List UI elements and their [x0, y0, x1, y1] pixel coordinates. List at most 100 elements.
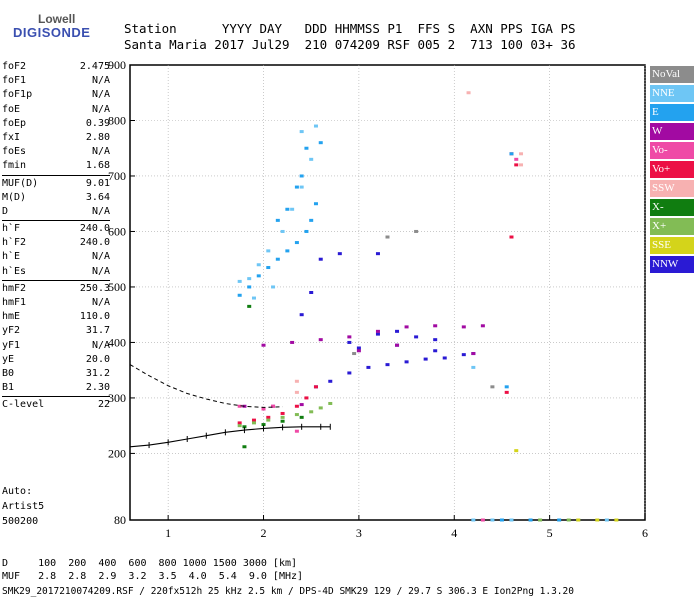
logo-digisonde: DIGISONDE — [13, 25, 91, 40]
data-point-nnw — [318, 257, 323, 261]
param-value: 0.39 — [85, 117, 110, 129]
data-point-e — [557, 518, 562, 522]
data-point-w — [318, 338, 323, 342]
data-point-nne — [471, 365, 476, 369]
data-point-e — [304, 229, 309, 233]
data-point-e — [509, 152, 514, 156]
data-point-nnw — [375, 332, 380, 336]
data-point-w — [290, 340, 295, 344]
param-value: N/A — [91, 265, 110, 277]
param-value: 3.64 — [85, 191, 110, 203]
legend-item: NNE — [650, 85, 694, 102]
data-point-nnw — [385, 363, 390, 367]
data-point-x- — [247, 304, 252, 308]
param-value: 22 — [97, 399, 110, 411]
param-value: 9.01 — [85, 177, 110, 189]
profile-curves — [129, 364, 331, 450]
data-point-e — [266, 266, 271, 270]
param-value: 240.0 — [79, 223, 110, 235]
data-point-nnw — [433, 338, 438, 342]
param-row: h`F2 240.0 — [2, 236, 110, 250]
data-point-x- — [242, 445, 247, 449]
param-name: B0 — [2, 367, 15, 379]
data-point-e — [285, 207, 290, 211]
data-point-w — [356, 349, 361, 353]
data-point-nne — [299, 130, 304, 134]
data-point-x+ — [280, 415, 285, 419]
data-marks — [237, 91, 619, 522]
data-point-sse — [576, 518, 581, 522]
param-row: h`Es N/A — [2, 265, 110, 279]
param-name: MUF(D) — [2, 177, 39, 189]
legend-item: E — [650, 104, 694, 121]
param-row: foE N/A — [2, 103, 110, 117]
param-row: fmin 1.68 — [2, 159, 110, 173]
y-tick-label: 700 — [108, 169, 126, 183]
plot-frame — [129, 64, 646, 521]
profile-curve — [129, 426, 331, 448]
param-value: N/A — [91, 89, 110, 101]
data-point-noval — [414, 229, 419, 233]
param-row: B1 2.30 — [2, 381, 110, 395]
data-point-ssw — [519, 163, 524, 167]
x-tick-label: 6 — [642, 526, 648, 540]
data-point-e — [247, 285, 252, 289]
param-name: h`F — [2, 223, 21, 235]
legend-item: Vo+ — [650, 161, 694, 178]
param-row: foF1 N/A — [2, 74, 110, 88]
data-point-nnw — [461, 353, 466, 357]
data-point-e — [256, 274, 261, 278]
param-name: B1 — [2, 382, 15, 394]
param-name: yE — [2, 353, 15, 365]
data-point-nne — [256, 263, 261, 267]
auto-version: 500200 — [2, 516, 39, 527]
data-point-vo- — [271, 404, 276, 408]
data-point-vo+ — [313, 385, 318, 389]
data-point-x+ — [328, 401, 333, 405]
data-point-vo+ — [514, 163, 519, 167]
data-point-nnw — [309, 291, 314, 294]
data-point-sse — [595, 518, 600, 522]
param-name: h`E — [2, 251, 21, 263]
y-tick-label: 300 — [108, 391, 126, 405]
param-row: B0 31.2 — [2, 367, 110, 381]
data-point-e — [285, 249, 290, 253]
param-value: 1.68 — [85, 160, 110, 172]
data-point-nnw — [375, 252, 380, 256]
legend-item: NNW — [650, 256, 694, 273]
data-point-vo- — [294, 429, 299, 433]
data-point-vo+ — [266, 415, 271, 419]
data-point-sse — [614, 518, 619, 522]
data-point-nnw — [347, 371, 352, 375]
x-tick-label: 1 — [165, 526, 171, 540]
axis-ticks: 1 2 3 4 5 6 80 200 300 400 500 600 700 800 900 — [108, 58, 648, 540]
data-point-nnw — [423, 357, 428, 361]
param-name: C-level — [2, 399, 45, 411]
legend-item: X- — [650, 199, 694, 216]
param-row: M(D) 3.64 — [2, 191, 110, 205]
data-point-vo+ — [294, 404, 299, 408]
param-value: 250.3 — [79, 282, 110, 294]
data-point-nnw — [356, 346, 361, 350]
data-point-nne — [266, 249, 271, 253]
data-point-e — [294, 241, 299, 245]
data-point-w — [433, 324, 438, 328]
param-value: N/A — [91, 103, 110, 115]
param-name: foF1p — [2, 89, 33, 101]
data-point-nnw — [299, 313, 304, 317]
data-point-nne — [280, 229, 285, 233]
data-point-w — [461, 325, 466, 329]
header-labels: Station YYYY DAY DDD HHMMSS P1 FFS S AXN… — [124, 21, 576, 36]
legend-item: Vo- — [650, 142, 694, 159]
param-value: N/A — [91, 205, 110, 217]
param-separator — [2, 396, 110, 398]
data-point-w — [299, 403, 304, 407]
data-point-nne — [290, 207, 295, 211]
x-tick-label: 2 — [261, 526, 267, 540]
parameter-panel: foF2 2.475 foF1 N/A foF1p N/A foE N/A foEp 0.39 fx… — [2, 60, 110, 413]
data-point-x- — [261, 423, 266, 427]
param-name: yF1 — [2, 339, 21, 351]
param-name: foEp — [2, 117, 27, 129]
auto-scaler: Artist5 — [2, 501, 45, 512]
